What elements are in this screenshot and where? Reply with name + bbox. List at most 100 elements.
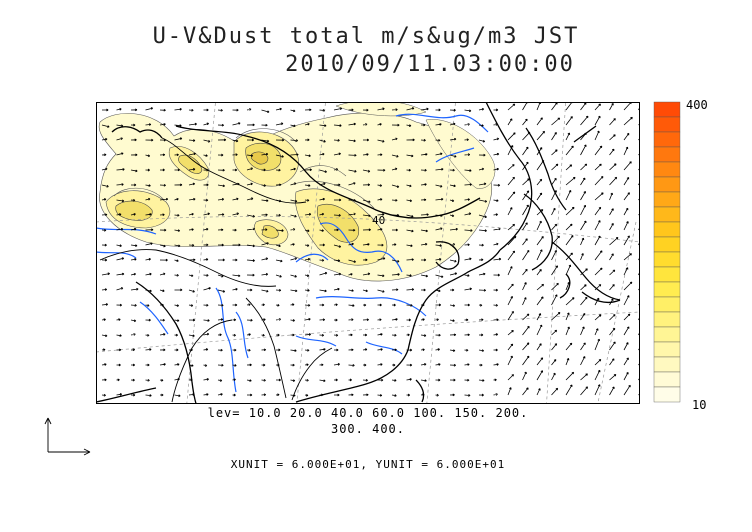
- wind-arrow: [362, 272, 371, 276]
- wind-arrow: [275, 122, 284, 126]
- wind-arrow: [420, 348, 425, 352]
- wind-arrow: [333, 183, 341, 187]
- wind-arrow: [435, 152, 443, 156]
- wind-arrow: [130, 393, 136, 397]
- wind-arrow: [594, 145, 603, 156]
- wind-arrow: [594, 192, 604, 201]
- wind-arrow: [102, 108, 109, 112]
- wind-arrow: [464, 109, 472, 113]
- wind-arrow: [333, 333, 339, 337]
- wind-arrow: [406, 393, 411, 397]
- wind-arrow: [203, 198, 209, 202]
- wind-arrow: [406, 229, 414, 233]
- wind-arrow: [609, 314, 616, 321]
- wind-arrow: [406, 258, 414, 261]
- wind-arrow: [145, 348, 152, 351]
- wind-arrow: [101, 348, 106, 352]
- wind-arrow: [623, 177, 630, 186]
- wind-arrow: [420, 379, 427, 382]
- wind-arrow: [174, 273, 179, 277]
- wind-arrow: [507, 207, 513, 216]
- wind-arrow: [377, 198, 383, 201]
- wind-arrow: [145, 123, 152, 126]
- wind-arrow: [159, 228, 167, 232]
- wind-arrow: [159, 378, 164, 382]
- wind-arrow: [493, 348, 498, 352]
- colorbar: [653, 101, 681, 403]
- wind-arrow: [188, 378, 193, 382]
- wind-arrow: [203, 154, 208, 157]
- wind-arrow: [536, 283, 544, 291]
- wind-arrow: [478, 153, 486, 157]
- wind-arrow: [609, 163, 617, 171]
- wind-arrow: [159, 183, 166, 187]
- wind-arrow: [101, 243, 107, 247]
- wind-arrow: [319, 212, 325, 216]
- wind-arrow: [435, 289, 441, 293]
- wind-arrow: [275, 199, 282, 203]
- wind-arrow: [464, 393, 471, 397]
- wind-arrow: [522, 146, 529, 156]
- wind-arrow: [609, 148, 615, 156]
- wind-arrow: [580, 177, 586, 186]
- wind-arrow: [449, 319, 455, 322]
- contour-label: 40: [372, 214, 385, 227]
- wind-arrow: [246, 182, 253, 186]
- wind-arrow: [203, 258, 209, 261]
- wind-arrow: [333, 228, 339, 232]
- wind-arrow: [290, 167, 296, 171]
- wind-arrow: [507, 176, 515, 186]
- wind-arrow: [449, 154, 457, 158]
- wind-arrow: [391, 243, 397, 246]
- wind-arrow: [348, 259, 356, 263]
- wind-arrow: [232, 363, 237, 367]
- wind-arrow: [174, 183, 183, 187]
- wind-arrow: [232, 274, 241, 278]
- wind-arrow: [464, 318, 469, 322]
- wind-arrow: [565, 102, 574, 111]
- wind-arrow: [623, 313, 631, 321]
- wind-arrow: [594, 235, 601, 246]
- wind-arrow: [551, 329, 558, 336]
- wind-arrow: [450, 288, 455, 292]
- colorbar-cell: [653, 236, 681, 253]
- wind-arrow: [536, 343, 542, 351]
- wind-arrow: [478, 124, 484, 127]
- wind-arrow: [275, 183, 282, 187]
- wind-arrow: [203, 364, 208, 367]
- wind-arrow: [493, 227, 501, 231]
- wind-arrow: [261, 378, 266, 382]
- wind-arrow: [348, 289, 354, 292]
- wind-arrow: [478, 318, 484, 322]
- wind-arrow: [594, 163, 602, 171]
- wind-arrow: [188, 348, 193, 352]
- wind-arrow: [130, 123, 136, 127]
- wind-arrow: [203, 243, 209, 247]
- wind-arrow: [464, 243, 470, 247]
- wind-arrow: [377, 228, 383, 231]
- wind-arrow: [188, 289, 195, 293]
- wind-arrow: [420, 198, 427, 202]
- wind-arrow: [435, 227, 443, 231]
- wind-arrow: [594, 206, 602, 216]
- wind-arrow: [522, 131, 531, 141]
- wind-arrow: [594, 284, 602, 291]
- wind-arrow: [377, 348, 383, 351]
- wind-arrow: [333, 287, 340, 291]
- wind-arrow: [406, 378, 412, 381]
- wind-arrow: [261, 303, 265, 307]
- wind-arrow: [551, 223, 558, 231]
- wind-arrow: [261, 168, 266, 172]
- wind-arrow: [217, 393, 223, 396]
- wind-arrow: [493, 257, 502, 261]
- wind-arrow: [304, 229, 310, 233]
- wind-arrow: [580, 237, 585, 246]
- wind-arrow: [319, 258, 325, 262]
- wind-arrow: [478, 229, 487, 232]
- wind-arrow: [580, 253, 584, 261]
- dust-region-high: [115, 142, 360, 243]
- wind-arrow: [290, 214, 297, 218]
- wind-arrow: [391, 288, 399, 292]
- wind-arrow: [565, 189, 572, 201]
- wind-arrow: [551, 294, 558, 306]
